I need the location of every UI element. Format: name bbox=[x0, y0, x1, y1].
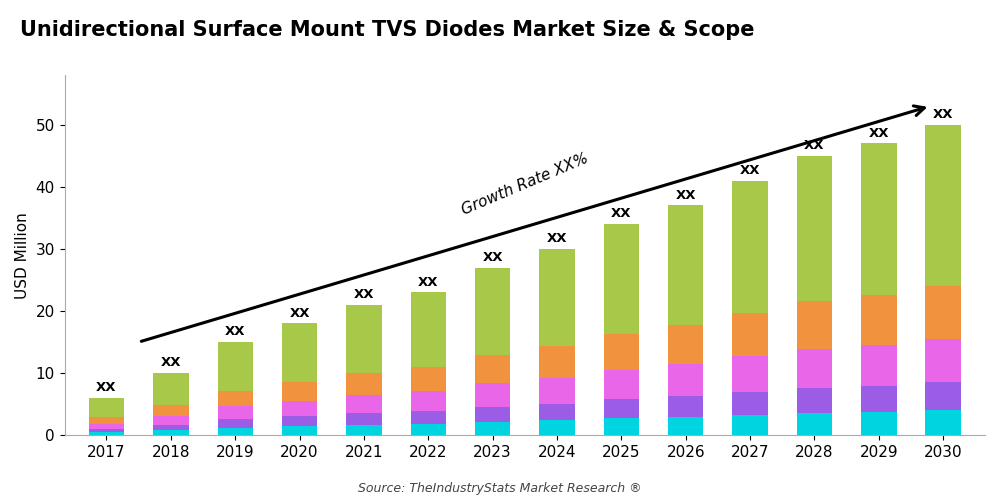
Bar bbox=[346, 395, 382, 413]
Bar bbox=[732, 313, 768, 356]
Text: XX: XX bbox=[289, 306, 310, 320]
Bar bbox=[604, 370, 639, 400]
Text: XX: XX bbox=[869, 126, 889, 140]
Text: XX: XX bbox=[547, 232, 567, 245]
Text: XX: XX bbox=[161, 356, 181, 370]
Text: Source: TheIndustryStats Market Research ®: Source: TheIndustryStats Market Research… bbox=[358, 482, 642, 495]
Text: XX: XX bbox=[675, 188, 696, 202]
Text: XX: XX bbox=[225, 326, 245, 338]
Bar bbox=[604, 334, 639, 370]
Text: XX: XX bbox=[740, 164, 760, 177]
Text: XX: XX bbox=[418, 276, 439, 288]
Bar bbox=[539, 249, 575, 346]
Bar bbox=[925, 382, 961, 410]
Bar bbox=[218, 428, 253, 436]
Bar bbox=[282, 382, 317, 400]
Bar bbox=[153, 416, 189, 424]
Bar bbox=[411, 424, 446, 436]
Bar bbox=[218, 420, 253, 428]
Bar bbox=[475, 355, 510, 384]
Bar bbox=[282, 426, 317, 436]
Bar bbox=[89, 418, 124, 424]
Bar bbox=[411, 292, 446, 366]
Bar bbox=[925, 410, 961, 436]
Bar bbox=[411, 391, 446, 411]
Bar bbox=[732, 180, 768, 313]
Bar bbox=[282, 400, 317, 416]
Bar bbox=[797, 301, 832, 348]
Bar bbox=[668, 417, 703, 436]
Bar bbox=[668, 325, 703, 364]
Text: XX: XX bbox=[804, 139, 825, 152]
Bar bbox=[475, 407, 510, 422]
Bar bbox=[89, 398, 124, 417]
Bar bbox=[797, 348, 832, 388]
Bar bbox=[668, 364, 703, 396]
Bar bbox=[475, 268, 510, 355]
Text: XX: XX bbox=[354, 288, 374, 301]
Bar bbox=[925, 124, 961, 286]
Bar bbox=[218, 406, 253, 420]
Bar bbox=[282, 416, 317, 426]
Bar bbox=[604, 224, 639, 334]
Bar bbox=[282, 324, 317, 382]
Bar bbox=[732, 392, 768, 415]
Bar bbox=[861, 412, 897, 436]
Bar bbox=[411, 411, 446, 424]
Bar bbox=[218, 342, 253, 390]
Bar bbox=[539, 420, 575, 436]
Bar bbox=[668, 206, 703, 325]
Bar bbox=[797, 156, 832, 301]
Bar bbox=[89, 432, 124, 436]
Bar bbox=[925, 286, 961, 339]
Bar bbox=[218, 390, 253, 406]
Bar bbox=[153, 406, 189, 416]
Bar bbox=[346, 305, 382, 372]
Bar bbox=[346, 372, 382, 395]
Bar bbox=[153, 430, 189, 436]
Text: XX: XX bbox=[611, 208, 632, 220]
Bar bbox=[539, 346, 575, 378]
Bar bbox=[861, 345, 897, 386]
Bar bbox=[346, 425, 382, 436]
Text: XX: XX bbox=[96, 382, 117, 394]
Bar bbox=[346, 413, 382, 425]
Bar bbox=[861, 295, 897, 345]
Y-axis label: USD Million: USD Million bbox=[15, 212, 30, 298]
Bar bbox=[861, 386, 897, 412]
Bar bbox=[539, 378, 575, 404]
Bar bbox=[861, 144, 897, 295]
Bar bbox=[89, 429, 124, 432]
Bar bbox=[797, 413, 832, 436]
Bar bbox=[475, 384, 510, 407]
Text: Growth Rate XX%: Growth Rate XX% bbox=[459, 151, 590, 218]
Bar bbox=[668, 396, 703, 417]
Text: XX: XX bbox=[933, 108, 953, 121]
Bar bbox=[89, 424, 124, 429]
Bar bbox=[539, 404, 575, 420]
Bar bbox=[153, 424, 189, 430]
Text: XX: XX bbox=[482, 251, 503, 264]
Bar bbox=[475, 422, 510, 436]
Bar bbox=[797, 388, 832, 413]
Bar bbox=[732, 356, 768, 392]
Bar bbox=[153, 373, 189, 406]
Bar bbox=[925, 339, 961, 382]
Text: Unidirectional Surface Mount TVS Diodes Market Size & Scope: Unidirectional Surface Mount TVS Diodes … bbox=[20, 20, 755, 40]
Bar bbox=[604, 418, 639, 436]
Bar bbox=[604, 400, 639, 418]
Bar bbox=[732, 415, 768, 436]
Bar bbox=[411, 366, 446, 391]
